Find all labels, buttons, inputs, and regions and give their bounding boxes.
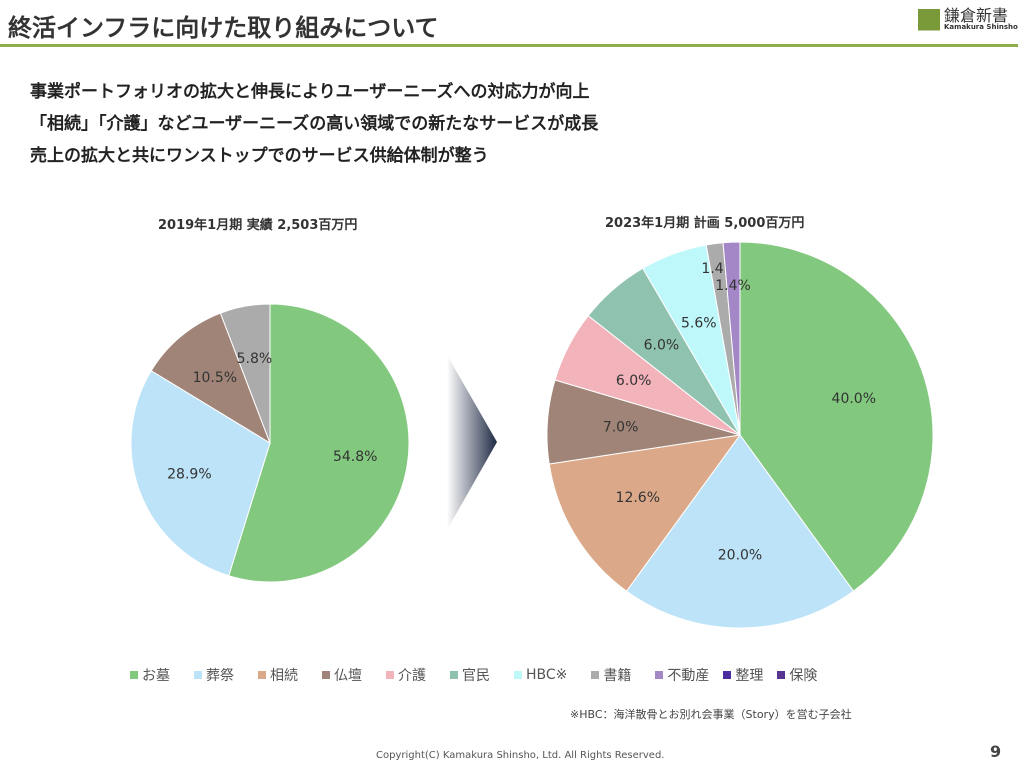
data-label: 6.0%	[644, 338, 680, 354]
bullet: 事業ポートフォリオの拡大と伸長によりユーザーニーズへの対応力が向上	[30, 82, 590, 102]
legend-item: 葬祭	[194, 665, 234, 685]
legend-item: HBC※	[514, 665, 567, 685]
legend-label: 仏壇	[334, 668, 362, 684]
pie-slice-書籍	[219, 303, 271, 444]
legend-swatch	[194, 671, 202, 679]
pie-slice-お墓	[739, 241, 934, 592]
data-label: 6.0%	[616, 373, 652, 389]
pie-slice-お墓	[228, 303, 410, 583]
logo-mark-icon	[918, 8, 940, 31]
chart-title-2019: 2019年1月期 実績 2,503百万円	[158, 218, 358, 233]
legend-swatch	[591, 671, 600, 679]
legend-swatch	[450, 671, 458, 679]
legend-item: 保険	[777, 665, 817, 685]
legend: お墓 葬祭 相続 仏壇 介護 官民 HBC※ 書籍 不動産 整理 保険	[130, 665, 831, 685]
data-label: 28.9%	[167, 466, 211, 482]
data-label: 7.0%	[603, 420, 639, 436]
legend-item: 官民	[450, 665, 490, 685]
pie-slice-葬祭	[625, 434, 855, 629]
data-label: 40.0%	[832, 391, 876, 407]
pie-slice-相続	[548, 434, 742, 592]
legend-swatch	[130, 671, 138, 679]
legend-swatch	[386, 671, 394, 679]
company-logo: 鎌倉新書 Kamakura Shinsho	[918, 8, 1018, 31]
legend-label: 介護	[398, 668, 426, 684]
legend-swatch	[777, 671, 786, 679]
pie-slice-仏壇	[150, 312, 271, 445]
page-number: 9	[990, 742, 1002, 761]
legend-label: 官民	[462, 668, 490, 684]
copyright: Copyright(C) Kamakura Shinsho, Ltd. All …	[376, 750, 665, 761]
data-label: 54.8%	[333, 449, 377, 465]
arrow-icon	[447, 355, 497, 530]
legend-swatch	[258, 671, 266, 679]
data-label: 5.8%	[237, 351, 273, 367]
summary-bullets: 事業ポートフォリオの拡大と伸長によりユーザーニーズへの対応力が向上 「相続」「介…	[30, 76, 598, 172]
page-title: 終活インフラに向けた取り組みについて	[8, 14, 439, 42]
data-label: 12.6%	[616, 490, 660, 506]
bullet: 売上の拡大と共にワンストップでのサービス供給体制が整う	[30, 146, 489, 166]
legend-swatch	[723, 671, 732, 679]
legend-item: 不動産	[655, 665, 709, 685]
header-divider	[0, 44, 1018, 47]
data-label: 10.5%	[193, 370, 237, 386]
chart-title-2023: 2023年1月期 計画 5,000百万円	[605, 216, 805, 231]
logo-text-en: Kamakura Shinsho	[944, 23, 1018, 31]
legend-label: HBC※	[526, 667, 568, 683]
bullet: 「相続」「介護」などユーザーニーズの高い領域での新たなサービスが成長	[30, 114, 599, 134]
legend-item: 書籍	[591, 665, 631, 685]
legend-item: お墓	[130, 665, 170, 685]
data-label: 5.6%	[681, 316, 717, 332]
legend-item: 整理	[723, 665, 763, 685]
legend-item: 介護	[386, 665, 426, 685]
legend-swatch	[655, 671, 664, 679]
data-label: 20.0%	[718, 548, 762, 564]
legend-swatch	[514, 671, 522, 679]
legend-label: 葬祭	[206, 668, 234, 684]
footnote: ※HBC：海洋散骨とお別れ会事業（Story）を営む子会社	[570, 708, 852, 721]
pie-slice-不動産	[722, 241, 741, 436]
legend-label: 書籍	[603, 668, 632, 684]
data-label: 1.4%	[715, 278, 751, 294]
legend-swatch	[322, 671, 330, 679]
legend-label: 相続	[270, 668, 298, 684]
legend-label: 整理	[735, 668, 764, 684]
legend-item: 仏壇	[322, 665, 362, 685]
logo-text: 鎌倉新書	[944, 6, 1009, 25]
legend-item: 相続	[258, 665, 298, 685]
legend-label: 保険	[789, 668, 818, 684]
legend-label: 不動産	[667, 668, 710, 684]
legend-label: お墓	[142, 668, 170, 684]
